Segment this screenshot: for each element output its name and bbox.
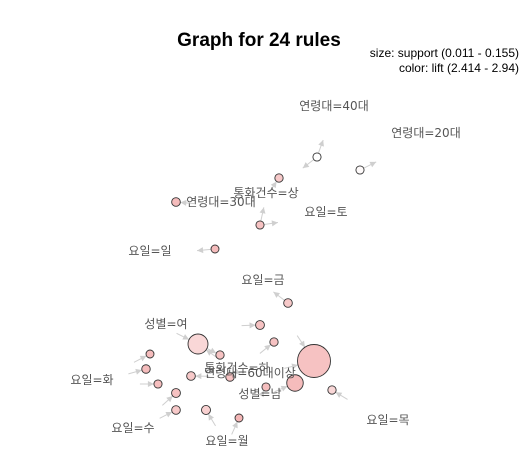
rule-node-4 [171,197,181,207]
rule-node-19 [201,405,211,415]
item-label-female: 성별=여 [144,317,187,331]
item-label-male: 성별=남 [238,387,281,401]
edge-arrow-5 [197,247,204,254]
item-label-age30: 연령대=30대 [186,195,256,209]
edge-arrow-23 [232,421,238,429]
edge-arrow-0 [318,139,324,147]
item-label-thu: 요일=목 [366,413,409,427]
edge-arrow-8 [182,334,190,340]
rule-node-18 [171,405,181,415]
legend-size: size: support (0.011 - 0.155) [370,46,519,60]
item-label-layer: 연령대=40대연령대=20대통화건수=상연령대=30대요일=토요일=일요일=금성… [70,99,460,448]
edge-arrow-15 [233,368,241,375]
edge-arrow-4 [259,207,266,214]
graph-title: Graph for 24 rules [177,30,341,51]
edge-arrow-16 [166,395,173,403]
rule-node-16 [225,372,235,382]
edge-arrow-27 [299,340,305,348]
item-label-sun: 요일=일 [128,244,171,258]
item-label-callsHigh: 통화건수=상 [233,186,298,200]
item-label-wed: 요일=수 [111,421,154,435]
item-label-age40: 연령대=40대 [299,99,369,113]
item-label-fri: 요일=금 [241,273,284,287]
item-label-callsMid: 통화건수=하 [204,361,269,375]
rule-node-10 [269,337,279,347]
edge-arrow-24 [302,162,310,169]
edge-arrow-21 [280,385,288,392]
rule-node-13 [141,364,151,374]
rule-node-5 [255,220,265,230]
edge-arrow-20 [291,363,298,370]
edge-arrow-22 [335,392,343,398]
rule-node-2 [355,165,365,175]
rule-node-23 [327,385,337,395]
edge-arrow-1 [369,161,377,168]
edge-arrow-13 [147,381,154,387]
edge-arrow-18 [208,413,214,421]
rule-node-20 [261,382,271,392]
edge-arrow-12 [135,368,142,375]
rule-node-1 [312,152,322,162]
item-label-sat: 요일=토 [304,205,347,219]
edge-arrow-7 [249,322,256,329]
item-label-mon: 요일=월 [205,434,248,448]
edge-arrow-17 [165,411,173,418]
edge-arrow-14 [195,373,202,380]
rule-node-24 [234,413,244,423]
rule-node-9 [187,333,209,355]
rule-node-15 [186,371,196,381]
item-label-tue: 요일=화 [70,373,113,387]
rule-node-6 [210,244,220,254]
edge-arrow-6 [273,291,280,298]
rule-node-layer [141,152,365,423]
rule-node-22 [286,374,304,392]
rule-node-7 [283,298,293,308]
item-label-age60: 연령대=60대이상 [204,366,296,380]
legend-color: color: lift (2.414 - 2.94) [399,61,519,75]
edge-arrow-10 [139,355,147,362]
rule-node-12 [215,350,225,360]
edge-arrow-9 [264,344,271,351]
edge-arrow-2 [270,181,277,189]
rule-node-3 [274,173,284,183]
edge-arrow-26 [206,349,213,356]
rule-node-8 [255,320,265,330]
item-label-age20: 연령대=20대 [391,126,461,140]
rule-node-11 [145,349,155,359]
rule-node-14 [153,379,163,389]
edge-arrow-3 [180,199,187,206]
edge-arrow-19 [258,390,265,398]
rule-node-21 [297,344,331,378]
edge-layer [128,139,377,435]
edge-arrow-25 [271,220,278,227]
rule-node-17 [171,388,181,398]
